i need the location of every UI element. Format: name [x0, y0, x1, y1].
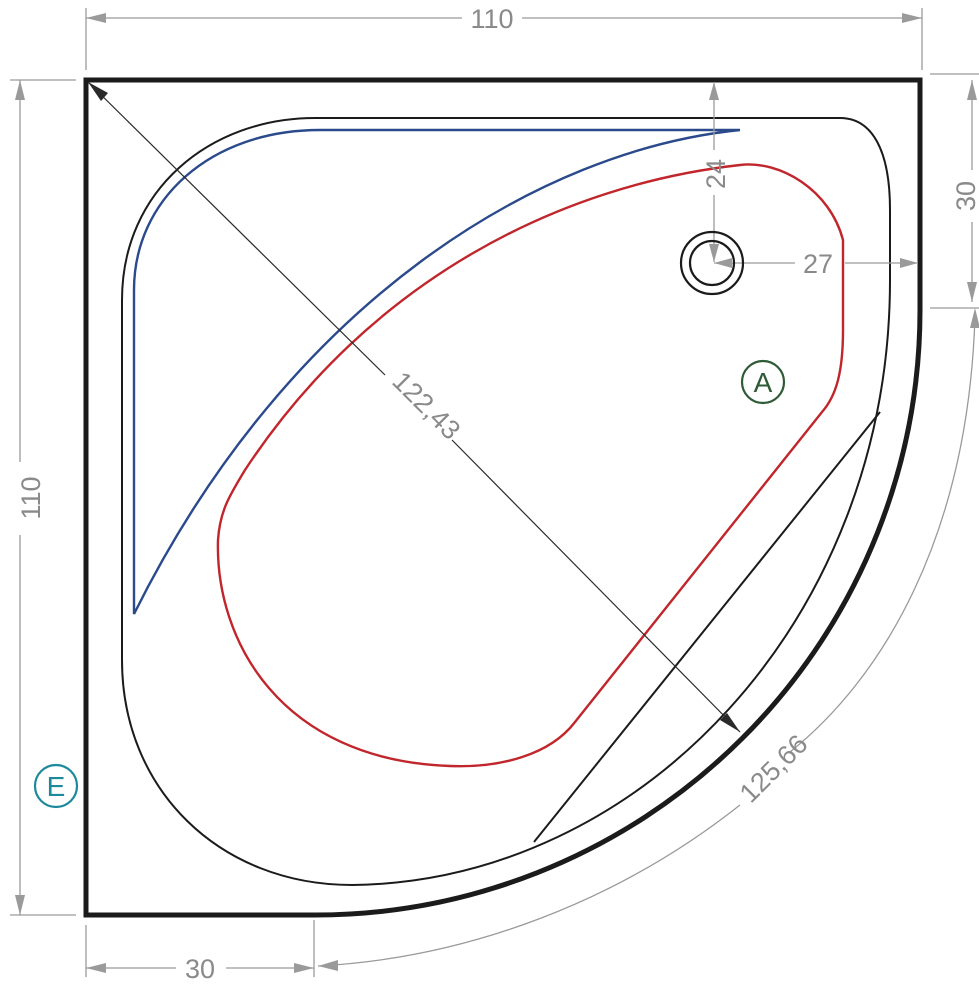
marker-a-label: A — [754, 367, 773, 398]
arc-length-label: 125,66 — [734, 729, 814, 809]
seat-contour-line — [132, 128, 741, 615]
drain-icon — [679, 230, 745, 296]
seat-step-line — [533, 411, 881, 843]
top-width-dimension: 110 — [85, 4, 923, 70]
left-height-label: 110 — [16, 476, 46, 519]
basin-contour-line — [216, 163, 845, 768]
right-offset-label: 30 — [951, 181, 979, 211]
tub-inner-rim — [121, 117, 891, 887]
bottom-offset-label: 30 — [185, 954, 215, 984]
right-offset-dimension: 30 — [930, 73, 979, 309]
marker-a: A — [740, 359, 786, 405]
top-width-label: 110 — [470, 4, 513, 34]
drain-top-label: 24 — [701, 159, 731, 189]
diagonal-label: 122,43 — [387, 366, 467, 446]
diagonal-dimension: 122,43 — [87, 81, 741, 733]
tub-outer-contour — [83, 77, 923, 918]
drain-right-label: 27 — [803, 249, 833, 279]
marker-e: E — [33, 763, 79, 809]
bottom-offset-dimension: 30 — [85, 920, 315, 984]
left-height-dimension: 110 — [10, 79, 76, 916]
drain-right-dimension: 27 — [714, 249, 918, 279]
marker-e-label: E — [47, 771, 66, 802]
drain-top-dimension: 24 — [701, 82, 731, 262]
